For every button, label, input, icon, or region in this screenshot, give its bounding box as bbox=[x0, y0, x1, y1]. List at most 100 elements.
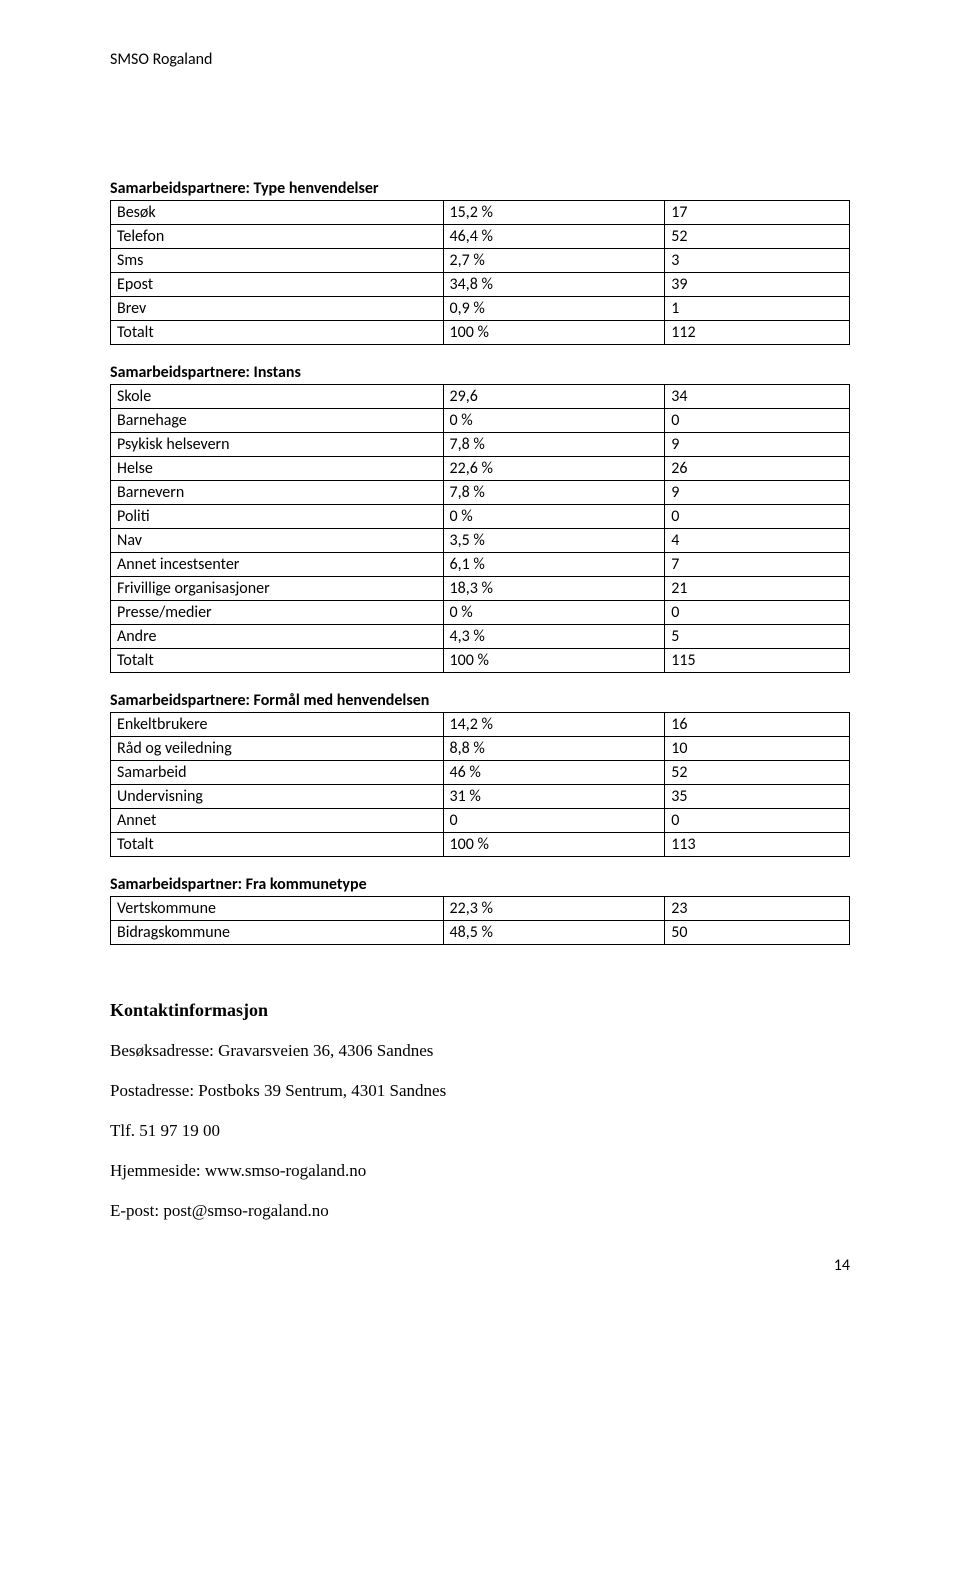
section-title-type: Samarbeidspartnere: Type henvendelser bbox=[110, 179, 850, 198]
cell: 100 % bbox=[443, 321, 665, 345]
cell: Nav bbox=[111, 529, 444, 553]
cell: 34,8 % bbox=[443, 273, 665, 297]
contact-website: Hjemmeside: www.smso-rogaland.no bbox=[110, 1161, 850, 1181]
table-row: Frivillige organisasjoner18,3 %21 bbox=[111, 577, 850, 601]
cell: Bidragskommune bbox=[111, 921, 444, 945]
table-row: Totalt100 %115 bbox=[111, 649, 850, 673]
cell: Andre bbox=[111, 625, 444, 649]
cell: 22,6 % bbox=[443, 457, 665, 481]
contact-address-visit: Besøksadresse: Gravarsveien 36, 4306 San… bbox=[110, 1041, 850, 1061]
contact-address-post: Postadresse: Postboks 39 Sentrum, 4301 S… bbox=[110, 1081, 850, 1101]
contact-info: Kontaktinformasjon Besøksadresse: Gravar… bbox=[110, 1000, 850, 1221]
cell: 9 bbox=[665, 481, 850, 505]
table-row: Bidragskommune48,5 %50 bbox=[111, 921, 850, 945]
cell: 4,3 % bbox=[443, 625, 665, 649]
table-row: Annet incestsenter6,1 %7 bbox=[111, 553, 850, 577]
cell: 0 bbox=[665, 409, 850, 433]
cell: Barnevern bbox=[111, 481, 444, 505]
cell: 100 % bbox=[443, 649, 665, 673]
cell: 50 bbox=[665, 921, 850, 945]
cell: 0,9 % bbox=[443, 297, 665, 321]
table-row: Brev0,9 %1 bbox=[111, 297, 850, 321]
table-row: Politi0 %0 bbox=[111, 505, 850, 529]
table-row: Totalt100 %112 bbox=[111, 321, 850, 345]
cell: Telefon bbox=[111, 225, 444, 249]
cell: Brev bbox=[111, 297, 444, 321]
cell: 5 bbox=[665, 625, 850, 649]
cell: Presse/medier bbox=[111, 601, 444, 625]
cell: 0 bbox=[443, 809, 665, 833]
table-row: Epost34,8 %39 bbox=[111, 273, 850, 297]
page: SMSO Rogaland Samarbeidspartnere: Type h… bbox=[0, 0, 960, 1315]
cell: 1 bbox=[665, 297, 850, 321]
table-type-henvendelser: Besøk15,2 %17 Telefon46,4 %52 Sms2,7 %3 … bbox=[110, 200, 850, 345]
contact-phone: Tlf. 51 97 19 00 bbox=[110, 1121, 850, 1141]
contact-email: E-post: post@smso-rogaland.no bbox=[110, 1201, 850, 1221]
cell: Besøk bbox=[111, 201, 444, 225]
cell: 0 % bbox=[443, 409, 665, 433]
cell: 8,8 % bbox=[443, 737, 665, 761]
cell: Vertskommune bbox=[111, 897, 444, 921]
cell: Råd og veiledning bbox=[111, 737, 444, 761]
section-title-kommunetype: Samarbeidspartner: Fra kommunetype bbox=[110, 875, 850, 894]
cell: 22,3 % bbox=[443, 897, 665, 921]
cell: Enkeltbrukere bbox=[111, 713, 444, 737]
cell: Epost bbox=[111, 273, 444, 297]
cell: 100 % bbox=[443, 833, 665, 857]
cell: 46,4 % bbox=[443, 225, 665, 249]
cell: Helse bbox=[111, 457, 444, 481]
cell: Psykisk helsevern bbox=[111, 433, 444, 457]
cell: 35 bbox=[665, 785, 850, 809]
table-row: Psykisk helsevern7,8 %9 bbox=[111, 433, 850, 457]
cell: 52 bbox=[665, 761, 850, 785]
cell: 3 bbox=[665, 249, 850, 273]
section-title-instans: Samarbeidspartnere: Instans bbox=[110, 363, 850, 382]
cell: 7 bbox=[665, 553, 850, 577]
contact-heading: Kontaktinformasjon bbox=[110, 1000, 850, 1021]
table-row: Presse/medier0 %0 bbox=[111, 601, 850, 625]
table-row: Sms2,7 %3 bbox=[111, 249, 850, 273]
cell: 31 % bbox=[443, 785, 665, 809]
table-instans: Skole29,634 Barnehage0 %0 Psykisk helsev… bbox=[110, 384, 850, 673]
page-number: 14 bbox=[110, 1256, 850, 1275]
cell: 7,8 % bbox=[443, 481, 665, 505]
cell: 0 bbox=[665, 601, 850, 625]
cell: 18,3 % bbox=[443, 577, 665, 601]
cell: Annet bbox=[111, 809, 444, 833]
cell: 0 bbox=[665, 505, 850, 529]
table-row: Annet00 bbox=[111, 809, 850, 833]
cell: 15,2 % bbox=[443, 201, 665, 225]
table-row: Helse22,6 %26 bbox=[111, 457, 850, 481]
cell: 115 bbox=[665, 649, 850, 673]
cell: 0 % bbox=[443, 601, 665, 625]
cell: 52 bbox=[665, 225, 850, 249]
cell: 14,2 % bbox=[443, 713, 665, 737]
cell: 6,1 % bbox=[443, 553, 665, 577]
cell: Samarbeid bbox=[111, 761, 444, 785]
cell: 4 bbox=[665, 529, 850, 553]
doc-header: SMSO Rogaland bbox=[110, 50, 850, 69]
cell: 0 bbox=[665, 809, 850, 833]
cell: 2,7 % bbox=[443, 249, 665, 273]
cell: Annet incestsenter bbox=[111, 553, 444, 577]
cell: 46 % bbox=[443, 761, 665, 785]
cell: Barnehage bbox=[111, 409, 444, 433]
cell: 112 bbox=[665, 321, 850, 345]
cell: Skole bbox=[111, 385, 444, 409]
cell: Politi bbox=[111, 505, 444, 529]
cell: 21 bbox=[665, 577, 850, 601]
table-row: Barnevern7,8 %9 bbox=[111, 481, 850, 505]
table-row: Totalt100 %113 bbox=[111, 833, 850, 857]
section-title-formal: Samarbeidspartnere: Formål med henvendel… bbox=[110, 691, 850, 710]
cell: 7,8 % bbox=[443, 433, 665, 457]
table-row: Skole29,634 bbox=[111, 385, 850, 409]
cell: Totalt bbox=[111, 321, 444, 345]
table-row: Nav3,5 %4 bbox=[111, 529, 850, 553]
cell: 29,6 bbox=[443, 385, 665, 409]
table-row: Undervisning31 %35 bbox=[111, 785, 850, 809]
cell: 48,5 % bbox=[443, 921, 665, 945]
table-row: Telefon46,4 %52 bbox=[111, 225, 850, 249]
table-row: Råd og veiledning8,8 %10 bbox=[111, 737, 850, 761]
cell: 3,5 % bbox=[443, 529, 665, 553]
cell: 17 bbox=[665, 201, 850, 225]
